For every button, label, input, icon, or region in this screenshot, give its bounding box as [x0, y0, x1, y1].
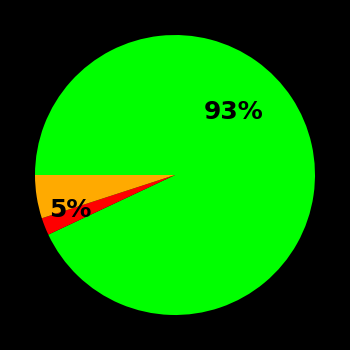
Wedge shape	[42, 175, 175, 234]
Text: 5%: 5%	[49, 198, 91, 222]
Text: 93%: 93%	[204, 100, 264, 124]
Wedge shape	[35, 175, 175, 218]
Wedge shape	[35, 35, 315, 315]
